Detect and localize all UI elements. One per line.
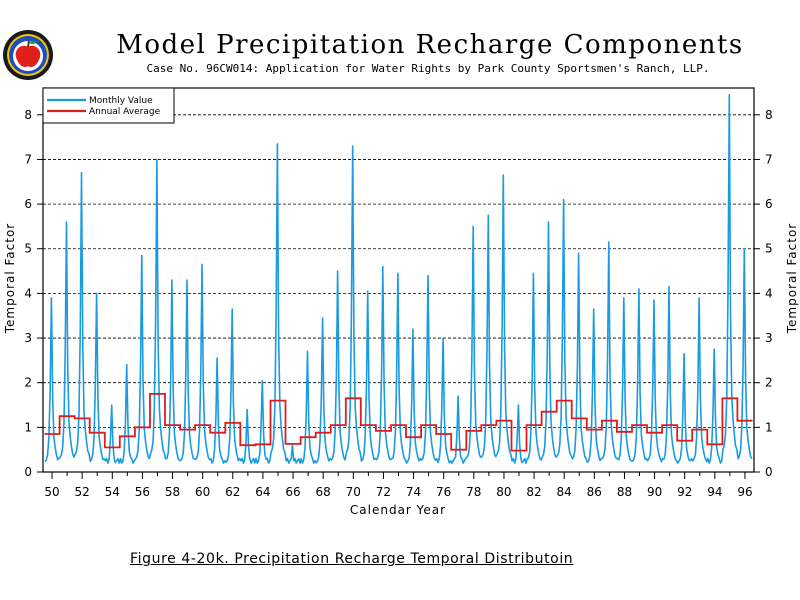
x-tick-label: 52 <box>75 485 90 499</box>
x-tick-label: 90 <box>647 485 662 499</box>
annual-series <box>44 392 753 452</box>
y-tick-label: 2 <box>24 376 32 390</box>
y-tick-label: 5 <box>24 242 32 256</box>
y-tick-label: 1 <box>765 420 773 434</box>
y-tick-label: 5 <box>765 242 773 256</box>
annual-average-line <box>44 392 753 452</box>
y-tick-label: 7 <box>765 152 773 166</box>
y-tick-label: 0 <box>765 465 773 479</box>
x-tick-label: 80 <box>496 485 511 499</box>
x-tick-label: 54 <box>105 485 120 499</box>
chart-title: Model Precipitation Recharge Components <box>116 30 744 60</box>
x-tick-labels: 50 52 54 56 58 60 62 64 66 68 70 72 74 76 78 80 82 84 86 88… <box>44 485 752 499</box>
x-tick-label: 56 <box>135 485 150 499</box>
x-axis-title: Calendar Year <box>350 503 446 517</box>
x-tick-label: 82 <box>526 485 541 499</box>
y-axis-title-right: Temporal Factor <box>785 223 799 335</box>
y-axis-title-left: Temporal Factor <box>3 223 17 335</box>
apple-seal-logo-icon <box>3 30 53 80</box>
x-tick-label: 72 <box>376 485 391 499</box>
x-tick-label: 60 <box>195 485 210 499</box>
x-tick-label: 96 <box>737 485 752 499</box>
x-tick-label: 92 <box>677 485 692 499</box>
y-tick-label: 0 <box>24 465 32 479</box>
y-tick-label: 7 <box>24 152 32 166</box>
monthly-series <box>44 93 753 464</box>
x-tick-label: 74 <box>406 485 421 499</box>
y-tick-label: 6 <box>24 197 32 211</box>
x-tick-label: 86 <box>587 485 602 499</box>
legend-monthly-label: Monthly Value <box>89 96 153 106</box>
x-tick-label: 88 <box>617 485 632 499</box>
x-tick-label: 64 <box>255 485 270 499</box>
chart-subtitle: Case No. 96CW014: Application for Water … <box>146 62 710 75</box>
y-tick-label: 8 <box>24 108 32 122</box>
x-tick-label: 76 <box>436 485 451 499</box>
y-tick-label: 8 <box>765 108 773 122</box>
x-tick-label: 62 <box>225 485 240 499</box>
legend-box <box>42 87 175 124</box>
y-tick-label: 3 <box>24 331 32 345</box>
x-tick-label: 68 <box>316 485 331 499</box>
x-tick-label: 70 <box>346 485 361 499</box>
y-tick-labels-left: 0 1 2 3 4 5 6 7 8 <box>24 108 32 479</box>
x-tick-label: 84 <box>557 485 572 499</box>
figure-caption: Figure 4-20k. Precipitation Recharge Tem… <box>130 551 574 567</box>
y-tick-label: 4 <box>765 286 773 300</box>
x-tick-label: 66 <box>285 485 300 499</box>
x-tick-label: 58 <box>165 485 180 499</box>
x-tick-label: 94 <box>707 485 722 499</box>
legend: Monthly Value Annual Average <box>42 87 175 124</box>
legend-annual-label: Annual Average <box>89 107 161 117</box>
monthly-value-line <box>44 93 753 464</box>
axis-ticks <box>37 114 760 479</box>
y-tick-label: 4 <box>24 286 32 300</box>
y-tick-labels-right: 0 1 2 3 4 5 6 7 8 <box>765 108 773 479</box>
y-tick-label: 3 <box>765 331 773 345</box>
x-tick-label: 50 <box>44 485 59 499</box>
y-tick-label: 1 <box>24 420 32 434</box>
y-tick-label: 6 <box>765 197 773 211</box>
y-tick-label: 2 <box>765 376 773 390</box>
x-tick-label: 78 <box>466 485 481 499</box>
